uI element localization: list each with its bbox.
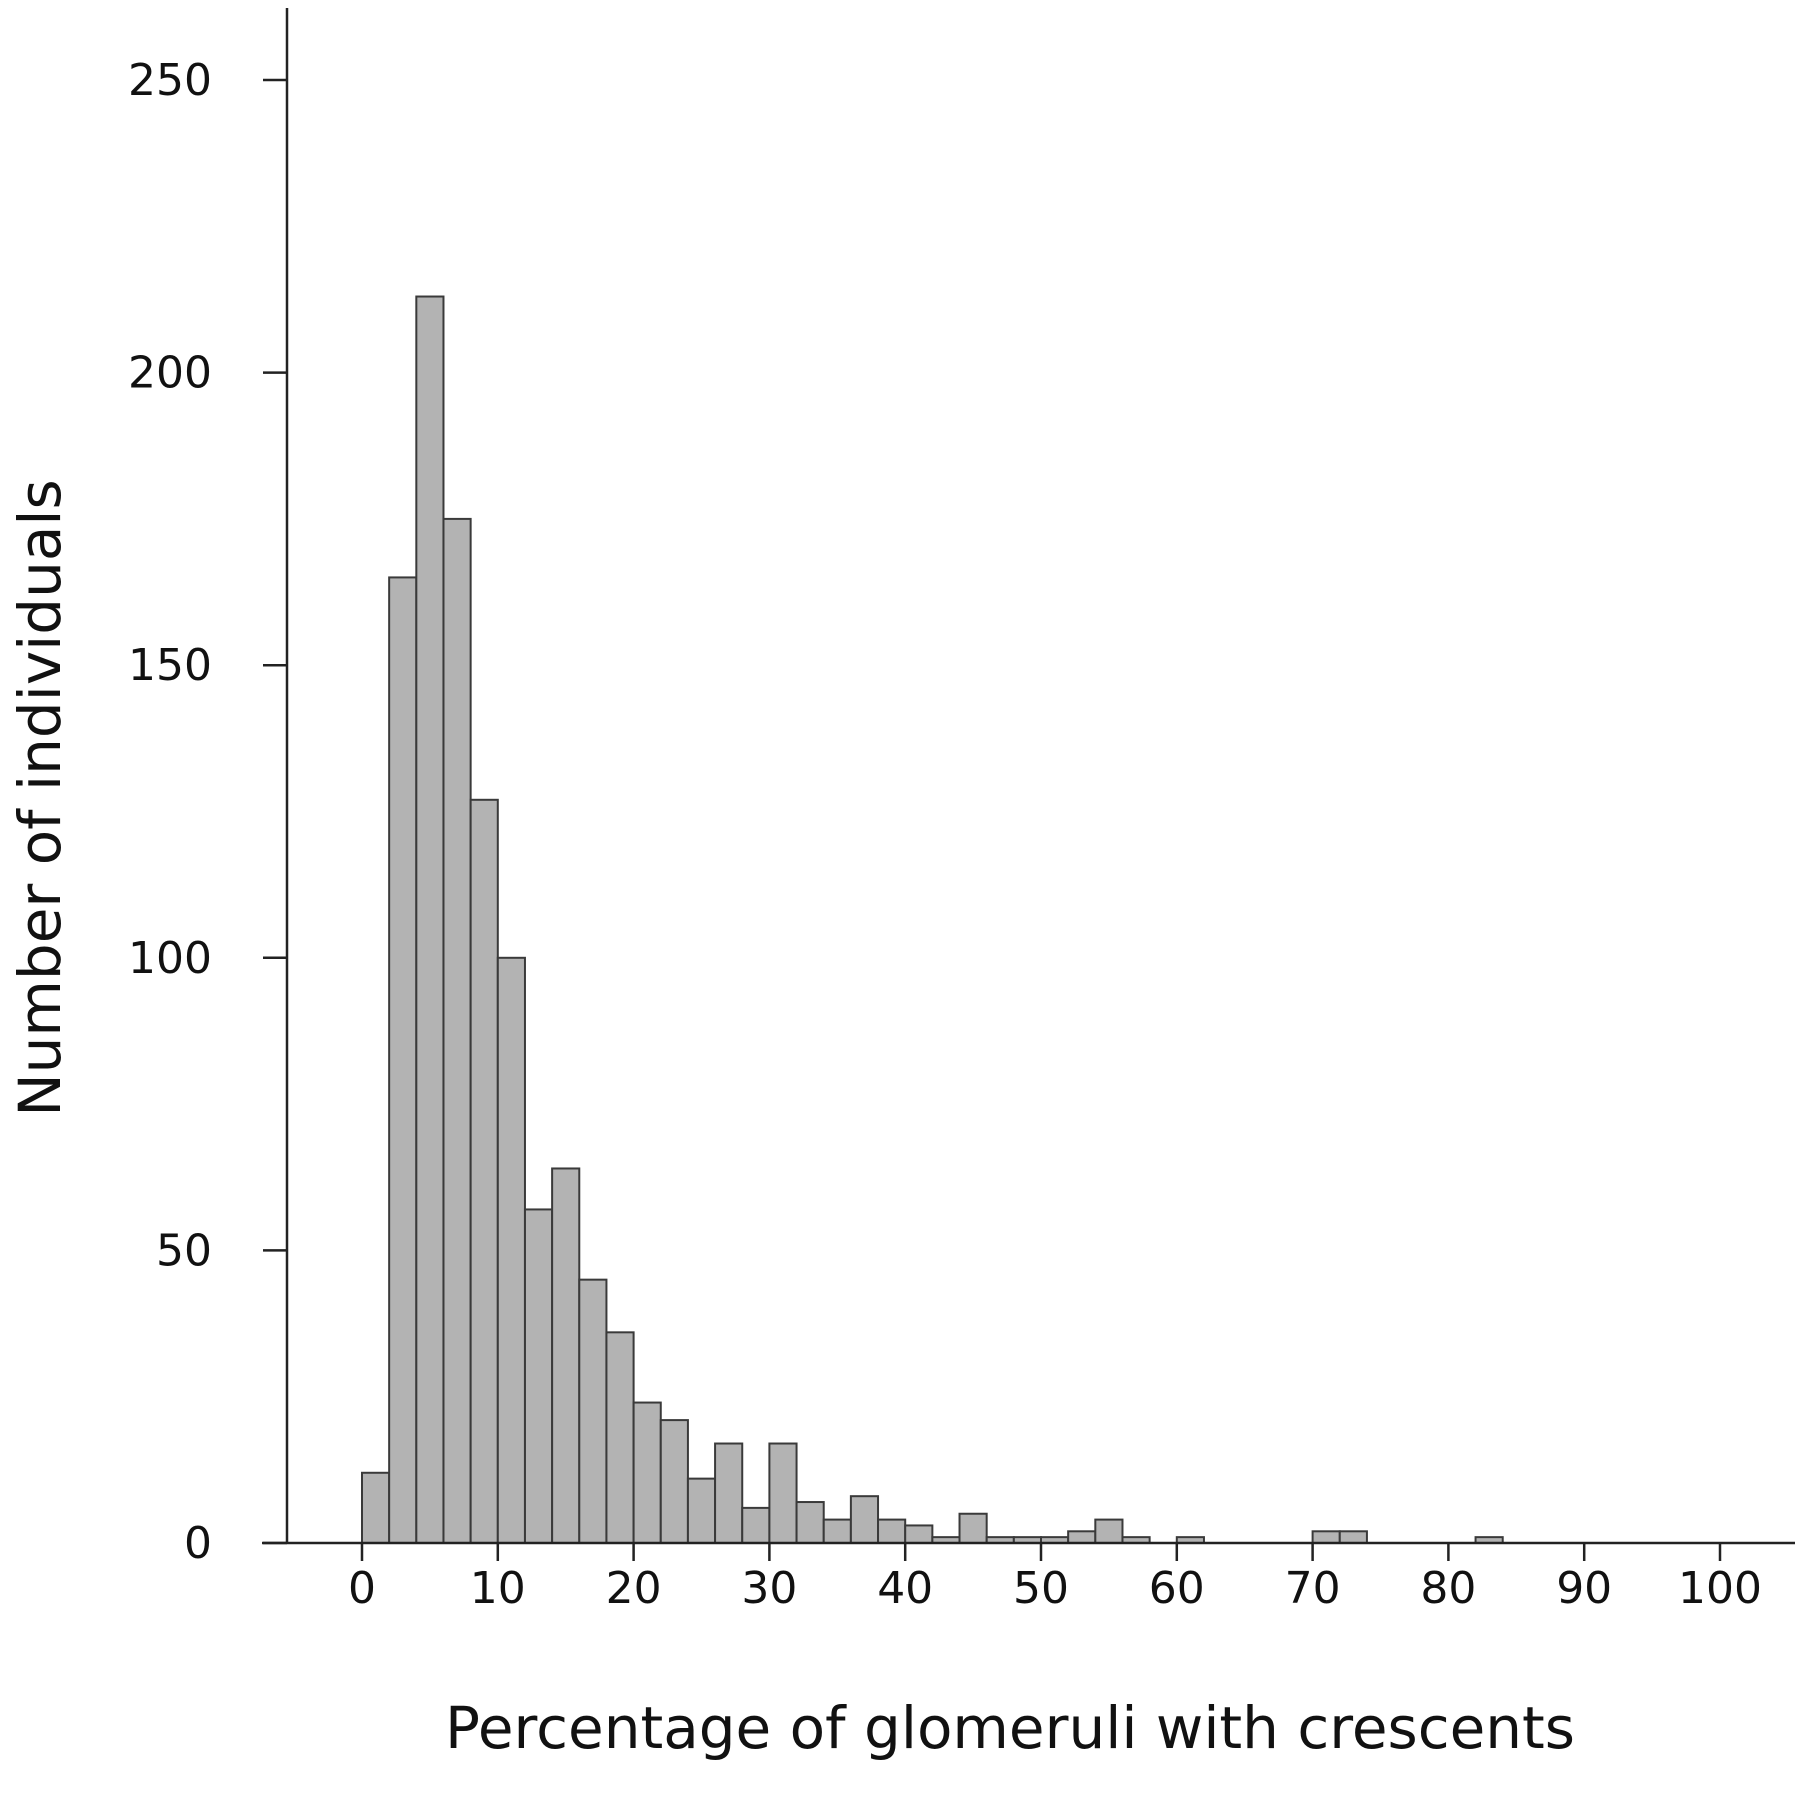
histogram-bar (442, 517, 472, 1544)
x-axis-title: Percentage of glomeruli with crescents (445, 1694, 1575, 1762)
y-tick-label: 250 (128, 55, 212, 106)
histogram-bar (741, 1506, 771, 1544)
histogram-bar (1311, 1530, 1341, 1545)
x-tick-label: 0 (348, 1563, 376, 1614)
histogram-bar (659, 1419, 689, 1545)
histogram-bar (904, 1524, 934, 1544)
histogram-bar (578, 1278, 608, 1545)
histogram-bar (496, 956, 526, 1544)
histogram-bar (1338, 1530, 1368, 1545)
histogram-bar (632, 1401, 662, 1544)
histogram-bar (1094, 1518, 1124, 1545)
x-tick-label: 50 (1013, 1563, 1069, 1614)
histogram-bar (877, 1518, 907, 1545)
histogram-bar (361, 1471, 391, 1544)
x-tick-label: 90 (1556, 1563, 1612, 1614)
histogram-bar (822, 1518, 852, 1545)
x-tick-label: 40 (877, 1563, 933, 1614)
x-tick-label: 10 (470, 1563, 526, 1614)
histogram-bar (469, 798, 499, 1544)
x-tick-label: 70 (1285, 1563, 1341, 1614)
histogram-bar (686, 1477, 717, 1545)
histogram-bar (795, 1501, 825, 1545)
y-axis-title: Number of individuals (6, 479, 74, 1116)
axes-layer (262, 8, 1795, 1545)
x-tick-label: 100 (1678, 1563, 1762, 1614)
x-tick-label: 30 (741, 1563, 797, 1614)
bars-layer (361, 295, 1504, 1545)
histogram-bar (768, 1442, 798, 1544)
histogram-bar (388, 576, 418, 1544)
y-tick-label: 100 (128, 933, 212, 984)
histogram-bar (714, 1442, 744, 1544)
ticks-layer: 0 10 20 30 40 50 60 70 80 90 100 0 50 100 150 200 250 (128, 55, 1762, 1614)
x-tick-label: 80 (1420, 1563, 1476, 1614)
y-tick-label: 0 (184, 1518, 212, 1569)
x-tick-label: 60 (1149, 1563, 1205, 1614)
histogram-bar (415, 295, 445, 1544)
histogram-bar (849, 1495, 880, 1544)
y-tick-label: 150 (128, 640, 212, 691)
histogram-bar (1067, 1530, 1097, 1545)
histogram-bar (523, 1208, 554, 1545)
y-tick-label: 50 (156, 1225, 212, 1276)
histogram-bar (605, 1331, 635, 1544)
histogram-bar (551, 1167, 581, 1545)
histogram-bar (958, 1512, 988, 1544)
y-tick-label: 200 (128, 348, 212, 399)
x-tick-label: 20 (606, 1563, 662, 1614)
